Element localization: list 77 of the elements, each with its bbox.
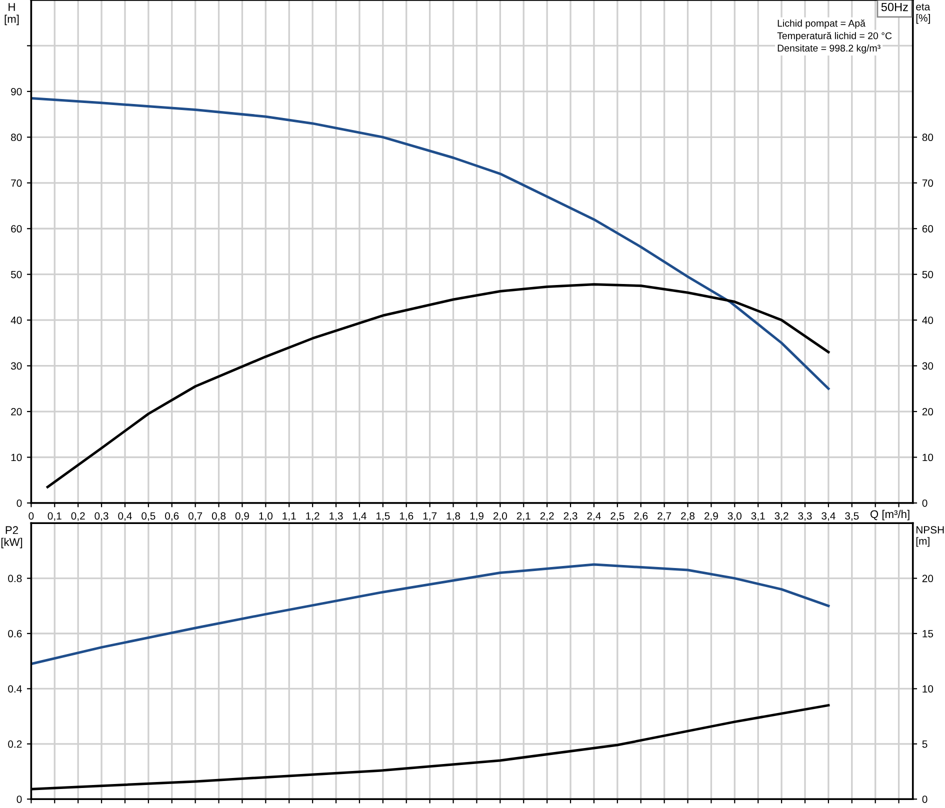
y2-tick-label: 60 [922,225,934,233]
line-series [46,283,830,488]
y-tick-label: 70 [11,179,22,187]
x-tick-label: 0 [28,512,34,520]
y-tick-label: 0.6 [8,630,22,638]
y-tick-label: 30 [10,362,22,370]
x-tick-label: 3,2 [774,512,788,521]
y-tick-label: 90 [11,88,22,96]
y2-tick-label: 80 [922,134,934,142]
x-tick-label: 1,0 [259,512,273,521]
y2-tick-label: 0 [922,796,928,803]
y-tick-label: 0 [16,499,22,507]
x-tick-label: 1,9 [470,512,484,521]
x-tick-label: 3,3 [798,512,812,521]
x-tick-label: 2,5 [610,512,624,521]
x-tick-label: 2,1 [516,512,530,521]
y2-tick-label: 0 [922,499,928,507]
x-tick-label: 2,2 [540,512,554,521]
x-tick-label: 1,8 [446,512,460,521]
x-tick-label: 1,1 [282,512,296,521]
x-tick-label: 2,3 [564,512,578,521]
x-tick-label: 0,9 [235,512,249,521]
y2-tick-label: 50 [922,270,934,278]
x-axis-title: Q [m³/h] [870,510,910,520]
x-tick-label: 1,3 [330,512,343,521]
y2-tick-label: 30 [922,362,934,370]
x-tick-label: 2,4 [587,512,601,521]
x-tick-label: 1,4 [353,512,366,521]
y-tick-label: 0.8 [8,574,22,582]
y-tick-label: 20 [11,408,22,416]
y-tick-label: 10 [11,454,22,462]
annotation: Densitate = 998.2 kg/m³ [778,44,880,54]
x-tick-label: 0,6 [165,512,179,521]
y-axis-title: H [m] [4,3,19,26]
chart-title: 50Hz [881,2,908,12]
x-tick-label: 1,5 [376,512,390,521]
x-tick-label: 1,6 [400,512,414,521]
y2-tick-label: 20 [922,408,934,416]
y-axis-title: P2 [kW] [1,526,22,548]
y-tick-label: 60 [11,225,22,233]
y2-tick-label: 10 [922,454,934,462]
y2-axis-title: NPSH [m] [916,526,944,547]
x-tick-label: 0,7 [188,512,202,521]
x-tick-label: 0,8 [212,512,226,521]
y-tick-label: 0 [16,796,22,803]
x-tick-label: 3,1 [751,512,765,521]
x-tick-label: 3,4 [822,512,836,521]
x-tick-label: 2,8 [681,512,695,521]
y2-tick-label: 40 [922,316,934,324]
y2-tick-label: 10 [922,685,934,693]
x-tick-label: 1,7 [423,512,437,521]
line-series [31,97,830,390]
x-tick-label: 0,1 [48,512,62,521]
y2-tick-label: 5 [922,740,928,748]
x-tick-label: 2,9 [704,512,718,521]
y2-tick-label: 70 [922,179,934,187]
x-tick-label: 2,0 [493,512,507,521]
annotation: Lichid pompat = Apă [778,19,866,29]
y-tick-label: 80 [11,134,22,142]
x-tick-label: 2,6 [634,512,648,521]
line-series [31,563,830,666]
x-tick-label: 3,0 [728,512,742,521]
x-tick-label: 0,3 [94,512,108,521]
x-tick-label: 0,5 [142,512,156,521]
y-tick-label: 40 [10,316,22,324]
y-tick-label: 0.2 [8,740,22,748]
x-tick-label: 1,2 [306,512,320,521]
x-tick-label: 3,5 [845,512,859,521]
y2-tick-label: 15 [922,630,934,638]
y2-axis-title: eta [%] [916,4,930,24]
annotation: Temperatură lichid = 20 °C [777,32,892,42]
y2-tick-label: 20 [922,574,934,582]
y-tick-label: 50 [10,270,22,278]
x-tick-label: 0,4 [118,512,132,521]
y-tick-label: 0.4 [8,685,22,693]
x-tick-label: 0,2 [71,512,85,521]
x-tick-label: 2,7 [658,512,672,521]
